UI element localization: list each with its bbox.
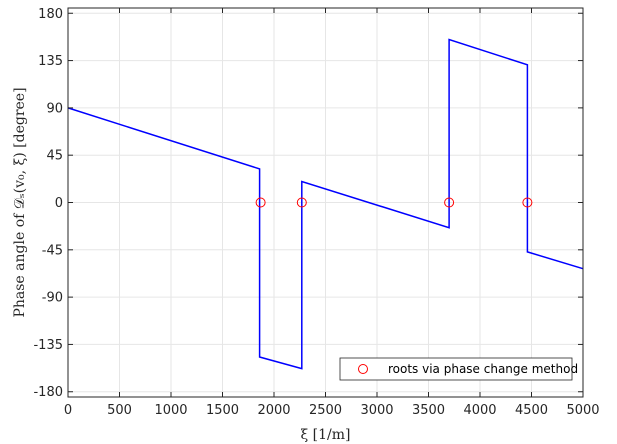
x-tick-label: 1000 [154, 403, 187, 418]
root-marker [444, 197, 455, 208]
legend-marker-roots [358, 364, 368, 374]
y-tick-label: 90 [46, 101, 63, 116]
x-tick-label: 5000 [566, 403, 599, 418]
x-tick-label: 4500 [515, 403, 548, 418]
y-tick-label: 45 [46, 149, 63, 164]
axis-ticks: 0 500 1000 1500 2000 2500 3000 3500 4000 4500 5000… [33, 7, 599, 418]
legend-label-roots: roots via phase change method [388, 362, 578, 376]
series-line-phase-angle [67, 38, 584, 370]
x-tick-label: 2500 [309, 403, 342, 418]
y-axis-title: Phase angle of 𝒟ₛ(v₀, ξ) [degree] [12, 87, 28, 317]
y-tick-label: -45 [42, 243, 63, 258]
x-tick-label: 0 [64, 403, 72, 418]
root-marker [255, 197, 266, 208]
root-marker [522, 197, 533, 208]
legend: roots via phase change method [339, 357, 578, 381]
root-marker [296, 197, 307, 208]
x-tick-label: 4000 [463, 403, 496, 418]
x-tick-label: 2000 [257, 403, 290, 418]
series-layer [67, 38, 584, 370]
y-tick-label: 180 [38, 7, 63, 22]
x-tick-label: 3500 [412, 403, 445, 418]
x-tick-label: 1500 [206, 403, 239, 418]
x-tick-label: 3000 [360, 403, 393, 418]
y-tick-label: 0 [55, 196, 63, 211]
x-tick-label: 500 [107, 403, 132, 418]
legend-box [339, 357, 573, 381]
y-tick-label: -135 [33, 338, 63, 353]
x-axis-title: ξ [1/m] [301, 427, 351, 443]
y-tick-label: -180 [33, 385, 63, 400]
y-tick-label: -90 [42, 291, 63, 306]
y-tick-label: 135 [38, 54, 63, 69]
